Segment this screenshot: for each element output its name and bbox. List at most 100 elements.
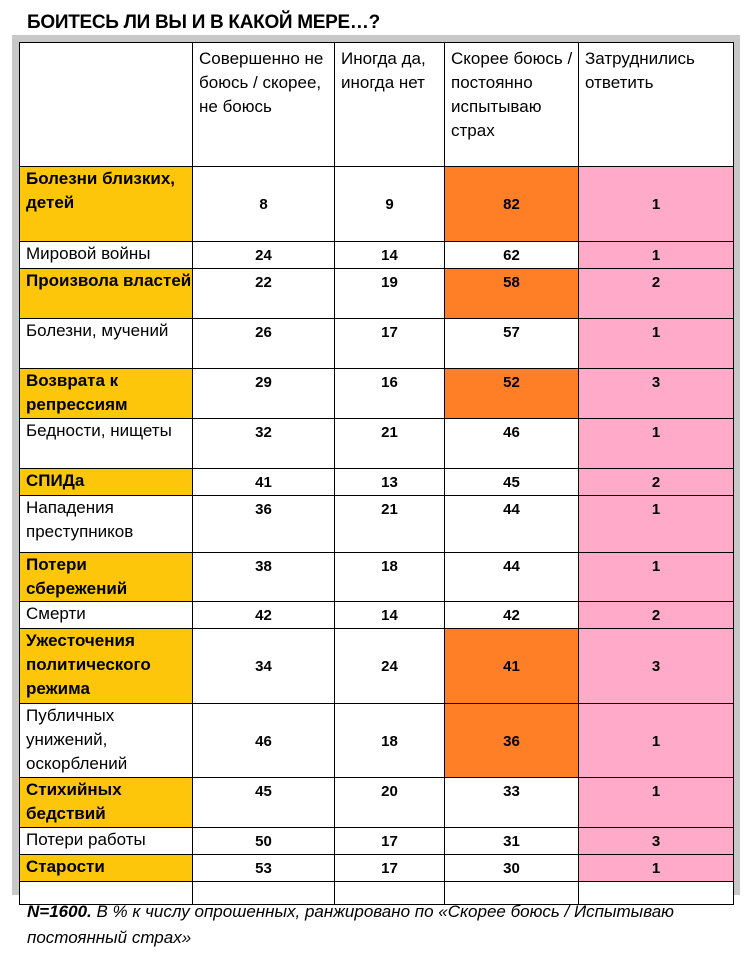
table-row: Старости 53 17 30 1 — [19, 854, 734, 882]
footnote-sample: N=1600. — [27, 902, 92, 921]
value-cell: 62 — [444, 241, 579, 269]
empty-cell — [19, 881, 193, 905]
table-row: Ужесточения политического режима 34 24 41 3 — [19, 628, 734, 704]
footnote-text: В % к числу опрошенных, ранжировано по «… — [27, 902, 674, 947]
table-row: Потери работы 50 17 31 3 — [19, 827, 734, 855]
row-label: Смерти — [19, 601, 193, 629]
value-cell: 34 — [192, 628, 335, 704]
value-cell: 41 — [444, 628, 579, 704]
row-label: Стихийных бедствий — [19, 777, 193, 828]
value-cell: 38 — [192, 552, 335, 602]
table-row: Болезни, мучений 26 17 57 1 — [19, 318, 734, 369]
value-cell: 24 — [334, 628, 445, 704]
value-cell: 46 — [192, 703, 335, 778]
row-label: Нападения преступников — [19, 495, 193, 553]
value-cell: 45 — [192, 777, 335, 828]
row-label: СПИДа — [19, 468, 193, 496]
value-cell: 58 — [444, 268, 579, 319]
value-cell: 30 — [444, 854, 579, 882]
value-cell: 2 — [578, 468, 734, 496]
value-cell: 44 — [444, 552, 579, 602]
value-cell: 1 — [578, 854, 734, 882]
value-cell: 17 — [334, 827, 445, 855]
value-cell: 24 — [192, 241, 335, 269]
value-cell: 33 — [444, 777, 579, 828]
value-cell: 1 — [578, 418, 734, 469]
value-cell: 32 — [192, 418, 335, 469]
value-cell: 46 — [444, 418, 579, 469]
table-row: СПИДа 41 13 45 2 — [19, 468, 734, 496]
value-cell: 3 — [578, 368, 734, 419]
empty-cell — [192, 881, 335, 905]
table-row: Мировой войны 24 14 62 1 — [19, 241, 734, 269]
row-label: Потери сбережений — [19, 552, 193, 602]
row-label: Старости — [19, 854, 193, 882]
value-cell: 36 — [444, 703, 579, 778]
value-cell: 41 — [192, 468, 335, 496]
value-cell: 1 — [578, 552, 734, 602]
value-cell: 16 — [334, 368, 445, 419]
value-cell: 3 — [578, 827, 734, 855]
value-cell: 53 — [192, 854, 335, 882]
table-row: Смерти 42 14 42 2 — [19, 601, 734, 629]
value-cell: 2 — [578, 601, 734, 629]
table-title: БОИТЕСЬ ЛИ ВЫ И В КАКОЙ МЕРЕ…? — [27, 12, 380, 33]
value-cell: 29 — [192, 368, 335, 419]
value-cell: 44 — [444, 495, 579, 553]
value-cell: 2 — [578, 268, 734, 319]
value-cell: 14 — [334, 601, 445, 629]
value-cell: 9 — [334, 166, 445, 242]
value-cell: 45 — [444, 468, 579, 496]
value-cell: 36 — [192, 495, 335, 553]
row-label: Возврата к репрессиям — [19, 368, 193, 419]
row-label: Произвола властей — [19, 268, 193, 319]
row-label: Болезни, мучений — [19, 318, 193, 369]
table-row: Нападения преступников 36 21 44 1 — [19, 495, 734, 553]
header-unsure: Затруднились ответить — [578, 42, 734, 167]
row-label: Болезни близких, детей — [19, 166, 193, 242]
value-cell: 50 — [192, 827, 335, 855]
empty-row — [19, 881, 734, 905]
value-cell: 26 — [192, 318, 335, 369]
value-cell: 14 — [334, 241, 445, 269]
value-cell: 21 — [334, 418, 445, 469]
empty-cell — [578, 881, 734, 905]
survey-table: Совершенно не боюсь / скорее, не боюсь И… — [19, 42, 734, 905]
table-row: Бедности, нищеты 32 21 46 1 — [19, 418, 734, 469]
row-label: Мировой войны — [19, 241, 193, 269]
value-cell: 1 — [578, 241, 734, 269]
value-cell: 52 — [444, 368, 579, 419]
table-row: Возврата к репрессиям 29 16 52 3 — [19, 368, 734, 419]
empty-cell — [334, 881, 445, 905]
value-cell: 1 — [578, 703, 734, 778]
value-cell: 1 — [578, 166, 734, 242]
row-label: Ужесточения политического режима — [19, 628, 193, 704]
value-cell: 17 — [334, 854, 445, 882]
value-cell: 21 — [334, 495, 445, 553]
header-row: Совершенно не боюсь / скорее, не боюсь И… — [19, 42, 734, 167]
row-label: Потери работы — [19, 827, 193, 855]
table-row: Потери сбережений 38 18 44 1 — [19, 552, 734, 602]
value-cell: 1 — [578, 318, 734, 369]
header-afraid: Скорее боюсь / постоянно испытываю страх — [444, 42, 579, 167]
value-cell: 18 — [334, 552, 445, 602]
value-cell: 1 — [578, 495, 734, 553]
value-cell: 1 — [578, 777, 734, 828]
row-label: Бедности, нищеты — [19, 418, 193, 469]
value-cell: 13 — [334, 468, 445, 496]
table-row: Стихийных бедствий 45 20 33 1 — [19, 777, 734, 828]
value-cell: 17 — [334, 318, 445, 369]
value-cell: 57 — [444, 318, 579, 369]
footnote: N=1600. В % к числу опрошенных, ранжиров… — [27, 899, 727, 951]
header-not-afraid: Совершенно не боюсь / скорее, не боюсь — [192, 42, 335, 167]
value-cell: 42 — [192, 601, 335, 629]
table-row: Публичных унижений, оскорблений 46 18 36 1 — [19, 703, 734, 778]
value-cell: 3 — [578, 628, 734, 704]
table-row: Произвола властей 22 19 58 2 — [19, 268, 734, 319]
table-row: Болезни близких, детей 8 9 82 1 — [19, 166, 734, 242]
value-cell: 82 — [444, 166, 579, 242]
value-cell: 31 — [444, 827, 579, 855]
header-sometimes: Иногда да, иногда нет — [334, 42, 445, 167]
value-cell: 42 — [444, 601, 579, 629]
header-empty — [19, 42, 193, 167]
